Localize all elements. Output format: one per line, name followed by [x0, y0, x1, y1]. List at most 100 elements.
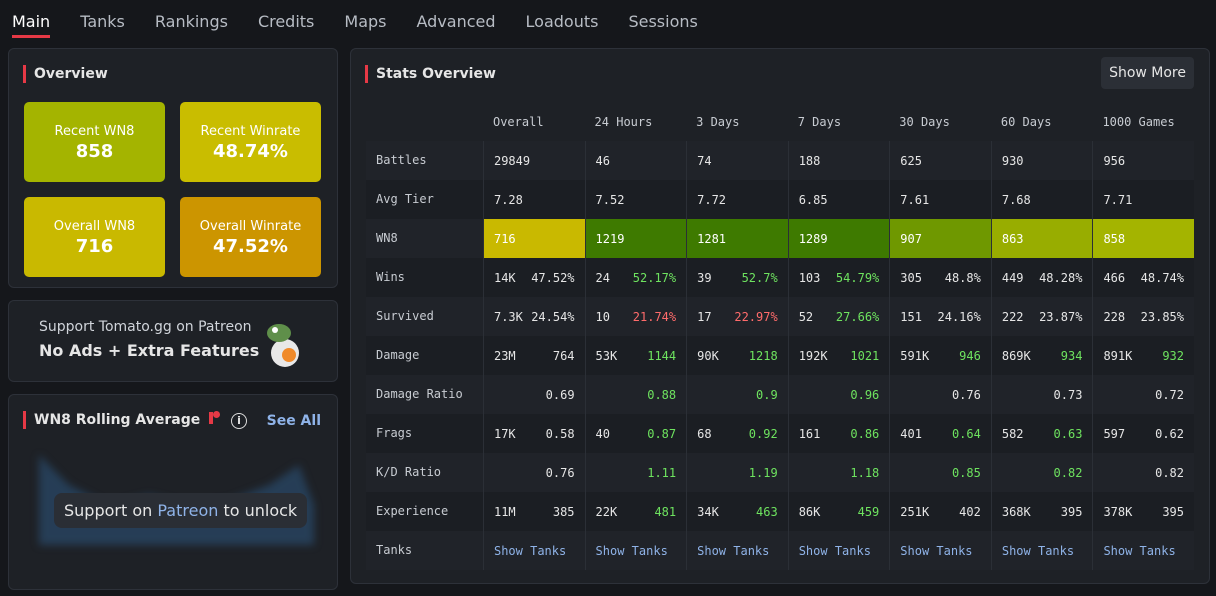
- table-cell: 858: [1092, 219, 1195, 258]
- tab[interactable]: Credits: [257, 12, 315, 31]
- cell-value: 53K: [595, 348, 618, 363]
- title-text: WN8 Rolling Average: [34, 412, 201, 428]
- table-cell: 0.69: [482, 375, 585, 414]
- table-cell: 401 0.64: [889, 414, 991, 453]
- cell-stat: 0.69: [545, 387, 575, 402]
- cell-stat: 24.16%: [937, 309, 981, 324]
- table-cell: 449 48.28%: [990, 258, 1093, 297]
- row-label: Experience: [376, 504, 449, 518]
- table-cell: 29849: [482, 141, 585, 180]
- show-tanks-link[interactable]: Show Tanks: [900, 543, 973, 558]
- cell-stat: 0.58: [545, 426, 575, 441]
- table-cell: 10 21.74%: [584, 297, 687, 336]
- table-cell: 1.19: [686, 453, 788, 492]
- stat-card: Recent WN8 858: [24, 102, 165, 182]
- table-cell: 1219: [584, 219, 687, 258]
- tab[interactable]: Main: [12, 12, 51, 38]
- tab[interactable]: Loadouts: [525, 12, 599, 31]
- card-label: Recent WN8: [54, 124, 135, 139]
- tab[interactable]: Rankings: [154, 12, 228, 31]
- cell-stat: 52.17%: [632, 270, 677, 285]
- tab[interactable]: Tanks: [80, 12, 125, 31]
- cell-stat: 0.86: [850, 426, 880, 441]
- show-tanks-link[interactable]: Show Tanks: [697, 543, 770, 558]
- table-row: Wins 14K 47.52% 24 52.17% 39 52.7% 103 54.79% 305…: [366, 258, 1194, 297]
- cell-stat: 1.11: [647, 465, 677, 480]
- table-cell: 11M 385: [482, 492, 585, 531]
- mascot-icon: [267, 324, 299, 367]
- show-tanks-link[interactable]: Show Tanks: [798, 543, 871, 558]
- card-label: Overall WN8: [53, 219, 136, 234]
- table-cell: 956: [1092, 141, 1194, 180]
- cell-value: 90K: [697, 348, 719, 363]
- cell-stat: 0.92: [748, 426, 778, 441]
- show-tanks-link[interactable]: Show Tanks: [1001, 543, 1075, 558]
- cell-stat: 1.18: [850, 465, 880, 480]
- cell-value: 68: [697, 426, 712, 441]
- table-row: WN8 716 1219 1281 1289 907 863 858: [366, 219, 1195, 258]
- cell-value: 251K: [900, 504, 930, 519]
- card-label: Recent Winrate: [200, 124, 301, 139]
- cell-stat: 764: [552, 348, 575, 363]
- cell-stat: 48.8%: [944, 270, 981, 285]
- cell-stat: 0.63: [1053, 426, 1083, 441]
- cell-stat: 395: [1162, 504, 1185, 519]
- column-header: 3 Days: [696, 114, 740, 129]
- patreon-link[interactable]: Patreon: [157, 501, 219, 520]
- see-all-link[interactable]: See All: [266, 413, 321, 429]
- cell-stat: 0.9: [756, 387, 778, 402]
- table-cell: 161 0.86: [787, 414, 890, 453]
- table-cell: 378K 395: [1092, 492, 1194, 531]
- cell-value: 858: [1103, 231, 1126, 246]
- panel-title: Overview: [23, 65, 108, 83]
- tab[interactable]: Maps: [344, 12, 387, 31]
- row-label: Frags: [376, 426, 413, 440]
- table-row: K/D Ratio 0.76 1.11 1.19 1.18 0.85 0.82 0.82: [366, 453, 1194, 492]
- table-row: Experience 11M 385 22K 481 34K 463 86K 459 251K 40…: [366, 492, 1194, 531]
- cell-value: 34K: [697, 504, 719, 519]
- show-tanks-link[interactable]: Show Tanks: [493, 543, 567, 558]
- cell-stat: 0.64: [951, 426, 981, 441]
- panel-title: Stats Overview: [365, 65, 496, 83]
- table-cell: 466 48.74%: [1092, 258, 1194, 297]
- card-value: 47.52%: [213, 236, 288, 257]
- table-cell: 90K 1218: [686, 336, 788, 375]
- tab[interactable]: Advanced: [416, 12, 496, 31]
- card-value: 858: [75, 141, 114, 162]
- table-cell: 1.18: [787, 453, 890, 492]
- table-cell: 907: [889, 219, 991, 258]
- show-tanks-link[interactable]: Show Tanks: [595, 543, 668, 558]
- patreon-panel[interactable]: Support Tomato.gg on Patreon No Ads + Ex…: [8, 300, 338, 382]
- row-label: Wins: [376, 270, 405, 284]
- table-cell: 7.3K 24.54%: [482, 297, 585, 336]
- table-cell: 34K 463: [686, 492, 788, 531]
- cell-stat: 0.88: [647, 387, 677, 402]
- column-header: 24 Hours: [594, 114, 653, 129]
- cell-value: 368K: [1001, 504, 1031, 519]
- show-tanks-link[interactable]: Show Tanks: [1103, 543, 1176, 558]
- row-label: Damage: [376, 348, 420, 362]
- cell-value: 582: [1001, 426, 1024, 441]
- table-cell: 1281: [686, 219, 788, 258]
- row-label: Avg Tier: [376, 192, 434, 206]
- cell-value: 188: [798, 153, 821, 168]
- cell-stat: 0.73: [1053, 387, 1083, 402]
- cell-value: 7.61: [900, 192, 930, 207]
- cell-stat: 54.79%: [835, 270, 880, 285]
- patreon-headline: No Ads + Extra Features: [39, 341, 260, 360]
- cell-value: 401: [900, 426, 922, 441]
- tab[interactable]: Sessions: [628, 12, 698, 31]
- cell-value: 597: [1103, 426, 1126, 441]
- cell-stat: 48.74%: [1140, 270, 1185, 285]
- table-cell: 103 54.79%: [787, 258, 890, 297]
- cell-stat: 22.97%: [734, 309, 778, 324]
- cell-stat: 0.87: [647, 426, 677, 441]
- table-cell: 192K 1021: [787, 336, 890, 375]
- show-more-button[interactable]: Show More: [1101, 57, 1194, 89]
- cell-value: 151: [900, 309, 922, 324]
- cell-stat: 481: [654, 504, 677, 519]
- table-cell: 7.61: [889, 180, 991, 219]
- cell-stat: 0.82: [1053, 465, 1083, 480]
- cell-value: 869K: [1001, 348, 1031, 363]
- cell-value: 24: [595, 270, 610, 285]
